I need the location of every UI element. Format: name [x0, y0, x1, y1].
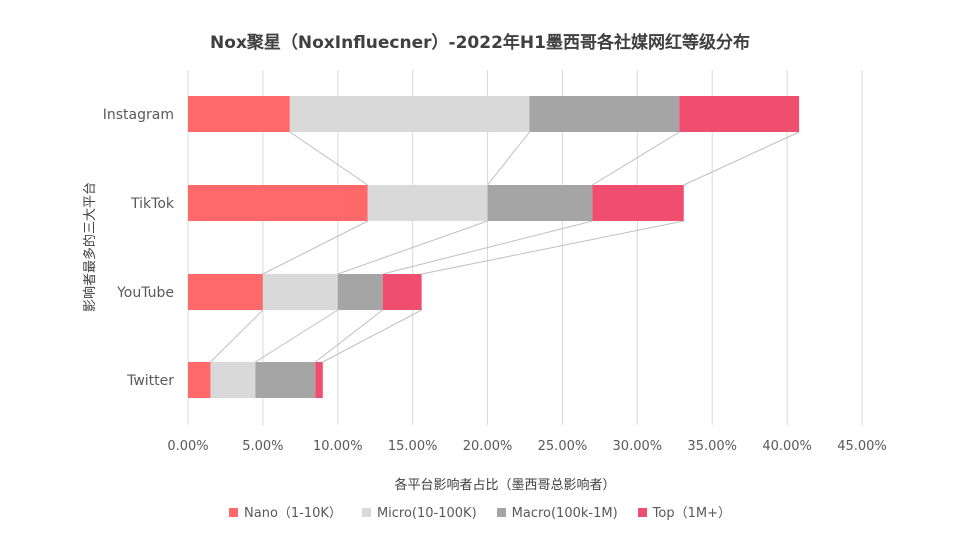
- bar-segment: [529, 96, 680, 132]
- category-label: Twitter: [126, 373, 174, 389]
- bar-segment: [262, 274, 338, 310]
- legend-label: Macro(100k-1M): [511, 506, 618, 521]
- bar-segment: [210, 362, 256, 398]
- series-line: [322, 309, 422, 363]
- series-line: [592, 131, 680, 186]
- legend-item: Top（1M+）: [637, 502, 731, 521]
- chart-title: Nox聚星（NoxInfluecner）-2022年H1墨西哥各社媒网红等级分布: [210, 33, 750, 53]
- x-tick-label: 45.00%: [837, 439, 887, 454]
- bar-segment: [592, 185, 684, 221]
- x-tick-label: 30.00%: [613, 439, 663, 454]
- x-tick-label: 40.00%: [762, 439, 812, 454]
- series-line: [289, 131, 369, 186]
- legend-label: Top（1M+）: [652, 506, 731, 521]
- y-axis-label: 影响者最多的三大平台: [82, 182, 98, 312]
- x-tick-label: 25.00%: [538, 439, 588, 454]
- series-line: [315, 309, 384, 363]
- category-label: YouTube: [116, 285, 174, 301]
- x-tick-label: 35.00%: [687, 439, 737, 454]
- bar-segment: [188, 185, 368, 221]
- legend-label: Micro(10-100K): [376, 506, 477, 521]
- bar-segment: [255, 362, 316, 398]
- category-label: TikTok: [130, 196, 175, 212]
- legend-swatch: [637, 508, 647, 517]
- series-line: [487, 131, 530, 186]
- legend-item: Macro(100k-1M): [496, 506, 618, 521]
- bar-segment: [188, 362, 211, 398]
- series-line: [210, 309, 264, 363]
- legend-label: Nano（1-10K）: [244, 506, 342, 521]
- bar-segment: [315, 362, 323, 398]
- legend: Nano（1-10K） Micro(10-100K) Macro(100k-1M) T…: [0, 502, 960, 521]
- x-tick-label: 10.00%: [313, 439, 363, 454]
- legend-swatch: [361, 508, 371, 517]
- bar-segment: [679, 96, 800, 132]
- x-tick-label: 15.00%: [388, 439, 438, 454]
- series-line: [262, 220, 368, 275]
- bar-segment: [337, 274, 383, 310]
- bar-segment: [289, 96, 530, 132]
- series-line: [337, 220, 488, 275]
- category-label: Instagram: [103, 107, 174, 123]
- bar-segment: [487, 185, 593, 221]
- legend-swatch: [229, 508, 239, 517]
- x-tick-label: 5.00%: [242, 439, 283, 454]
- series-line: [255, 309, 339, 363]
- bar-segment: [188, 96, 290, 132]
- series-line: [382, 220, 593, 275]
- bar-segment: [382, 274, 422, 310]
- x-tick-label: 0.00%: [167, 439, 208, 454]
- series-line: [683, 131, 800, 186]
- x-axis-label: 各平台影响者占比（墨西哥总影响者）: [394, 477, 615, 493]
- bar-segment: [367, 185, 488, 221]
- x-tick-label: 20.00%: [463, 439, 513, 454]
- legend-swatch: [496, 508, 506, 517]
- bar-segment: [188, 274, 263, 310]
- legend-item: Nano（1-10K）: [229, 502, 342, 521]
- legend-item: Micro(10-100K): [361, 506, 477, 521]
- series-line: [421, 220, 684, 275]
